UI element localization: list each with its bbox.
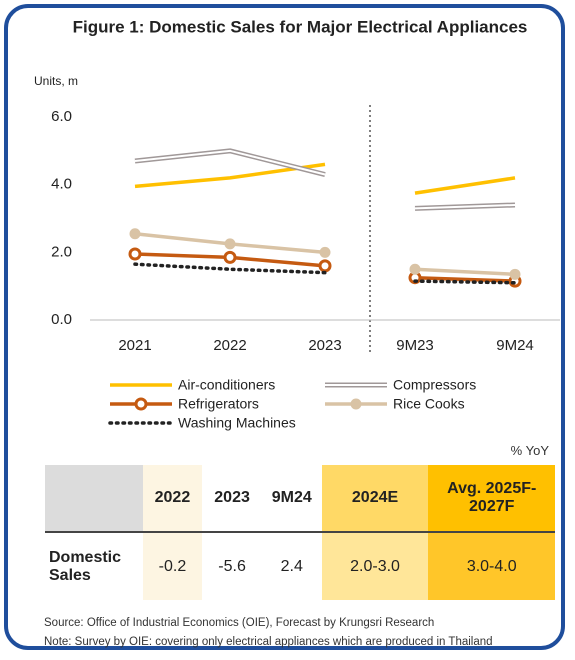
x-tick-label: 2022 [213, 337, 246, 354]
legend-marker [350, 398, 362, 410]
series-line [413, 279, 517, 285]
legend-label: Air-conditioners [178, 377, 275, 393]
y-tick-label: 2.0 [51, 243, 72, 260]
x-tick-label: 9M23 [396, 337, 434, 354]
note: Note: Survey by OIE: covering only elect… [44, 636, 493, 648]
cell: 2.4 [261, 532, 322, 600]
point [128, 247, 142, 261]
point [509, 268, 521, 280]
series-line-inner [414, 203, 516, 210]
series-line [414, 176, 516, 195]
point [318, 259, 332, 273]
table-row: Domestic Sales -0.2 -5.6 2.4 2.0-3.0 3.0-4.0 [45, 532, 555, 600]
header-cell [45, 465, 143, 533]
chart-title: Figure 1: Domestic Sales for Major Elect… [73, 17, 528, 36]
cell: -5.6 [202, 532, 262, 600]
point [409, 263, 421, 275]
y-tick-label: 6.0 [51, 108, 72, 125]
x-tick-label: 2023 [308, 337, 341, 354]
y-tick-label: 0.0 [51, 311, 72, 328]
source: Source: Office of Industrial Economics (… [44, 617, 435, 629]
x-tick-label: 9M24 [496, 337, 534, 354]
x-tick-label: 2021 [118, 337, 151, 354]
legend-label: Rice Cooks [393, 396, 465, 412]
frame [4, 4, 565, 650]
legend-label: Refrigerators [178, 396, 259, 412]
series-line [414, 275, 516, 283]
header-cell: 9M24 [261, 465, 322, 533]
y-axis-label: Units, m [34, 74, 78, 88]
series-line [134, 148, 326, 177]
table-unit: % YoY [510, 443, 549, 458]
header-cell: 2022 [142, 465, 203, 533]
legend-marker [134, 397, 148, 411]
header-cell: 2023 [202, 465, 262, 533]
header-cell: Avg. 2025F-2027F [428, 465, 555, 533]
cell: 2.0-3.0 [321, 532, 429, 600]
point [224, 238, 236, 250]
y-tick-label: 4.0 [51, 176, 72, 193]
series-line [414, 267, 516, 277]
table: 2022 2023 9M24 2024E Avg. 2025F-2027F Domesti… [45, 465, 555, 600]
legend-label: Compressors [393, 377, 476, 393]
header-cell: 2024E [321, 465, 429, 533]
chart: Figure 1: Domestic Sales for Major Elect… [34, 17, 560, 431]
point [319, 246, 331, 258]
cell: 3.0-4.0 [428, 532, 555, 600]
legend-label: Washing Machines [178, 415, 296, 431]
table-header-row: 2022 2023 9M24 2024E Avg. 2025F-2027F [45, 465, 555, 533]
point [223, 250, 237, 264]
series-line [133, 262, 327, 275]
point [129, 228, 141, 240]
cell: -0.2 [142, 532, 203, 600]
series-line-inner [134, 149, 326, 176]
cell: Domestic Sales [49, 548, 122, 584]
